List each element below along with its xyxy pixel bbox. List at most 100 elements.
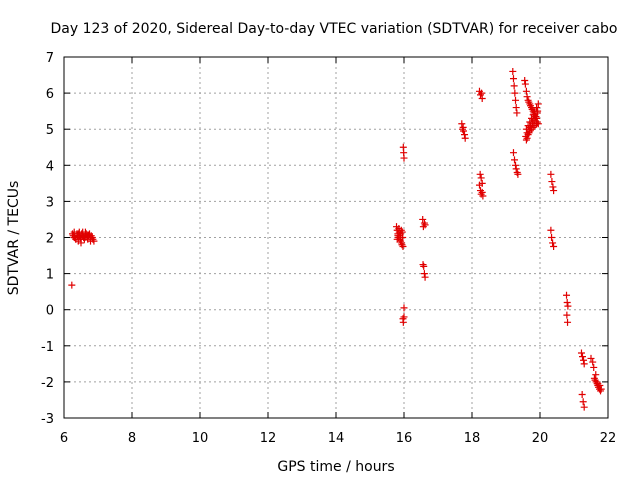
grid	[64, 57, 608, 418]
data-point	[525, 129, 533, 137]
data-point	[587, 354, 595, 362]
data-point	[419, 223, 427, 231]
x-tick-label: 20	[532, 431, 549, 446]
data-point	[478, 95, 486, 103]
x-tick-label: 8	[128, 431, 136, 446]
y-tick-label: 7	[46, 51, 54, 66]
data-point	[564, 318, 572, 326]
data-point	[549, 239, 557, 247]
data-point	[533, 104, 541, 112]
data-point	[548, 178, 556, 186]
data-point	[477, 174, 485, 182]
x-axis-label: GPS time / hours	[277, 459, 394, 475]
data-point	[476, 170, 484, 178]
data-point	[400, 154, 408, 162]
data-point	[461, 131, 469, 139]
data-point	[522, 87, 530, 95]
data-point	[461, 134, 469, 142]
y-tick-label: 2	[46, 232, 54, 247]
data-point	[398, 239, 406, 247]
x-tick-label: 16	[396, 431, 413, 446]
data-point	[477, 91, 484, 99]
y-tick-label: 1	[46, 268, 54, 283]
data-point	[563, 311, 571, 319]
data-point	[420, 270, 428, 278]
data-point	[589, 358, 597, 366]
y-tick-label: 4	[46, 159, 54, 174]
data-point	[90, 237, 98, 245]
chart-title: Day 123 of 2020, Sidereal Day-to-day VTE…	[51, 21, 618, 37]
data-point	[478, 89, 486, 97]
data-point	[400, 313, 408, 321]
data-point	[526, 123, 534, 131]
data-point	[529, 120, 537, 128]
data-point	[75, 232, 83, 240]
data-point	[513, 109, 521, 117]
data-point	[564, 302, 572, 310]
data-point	[512, 161, 520, 169]
data-point	[511, 156, 518, 164]
y-tick-label: 0	[46, 304, 54, 319]
x-tick-label: 10	[192, 431, 209, 446]
data-point	[550, 187, 558, 195]
data-point	[597, 385, 605, 393]
y-tick-label: 6	[46, 87, 54, 102]
data-point	[522, 125, 530, 133]
data-point	[522, 136, 530, 144]
data-point	[421, 221, 429, 229]
data-point	[580, 360, 588, 368]
data-point	[399, 243, 407, 251]
data-point	[530, 116, 538, 124]
data-point	[400, 304, 408, 312]
data-point	[419, 215, 427, 223]
data-point	[478, 188, 486, 196]
data-point	[475, 181, 483, 189]
data-point	[521, 80, 529, 88]
data-point	[509, 149, 517, 157]
data-point	[514, 170, 522, 178]
data-point	[511, 89, 519, 97]
y-tick-label: 5	[46, 123, 54, 138]
data-point	[563, 291, 571, 299]
data-point	[512, 96, 520, 104]
data-point	[512, 165, 520, 173]
data-point	[396, 235, 404, 243]
data-point	[395, 224, 403, 232]
data-point	[534, 100, 542, 108]
data-point	[394, 232, 402, 240]
x-tick-label: 12	[260, 431, 277, 446]
data-point	[419, 261, 427, 269]
data-point	[458, 120, 466, 128]
data-point	[548, 234, 556, 241]
data-point	[510, 82, 518, 90]
data-point	[523, 93, 531, 101]
data-point	[533, 109, 541, 117]
data-point	[420, 219, 428, 227]
x-tick-label: 6	[60, 431, 68, 446]
data-point	[459, 123, 467, 131]
data-point	[549, 183, 557, 191]
data-point	[523, 134, 531, 142]
data-point	[590, 363, 598, 371]
data-point	[398, 228, 406, 236]
x-tick-label: 18	[464, 431, 481, 446]
data-point	[509, 75, 517, 83]
data-point	[521, 76, 529, 84]
data-point	[86, 234, 94, 241]
data-point	[477, 190, 485, 198]
data-point	[577, 349, 585, 357]
data-point	[80, 234, 88, 241]
y-tick-label: 3	[46, 195, 54, 210]
data-point	[596, 382, 604, 390]
data-point	[579, 398, 587, 406]
data-point	[563, 298, 571, 306]
data-point	[420, 262, 428, 270]
data-point	[532, 113, 540, 121]
y-axis-label: SDTVAR / TECUs	[6, 181, 22, 296]
data-point	[580, 403, 588, 411]
x-tick-label: 14	[328, 431, 345, 446]
data-point	[513, 169, 521, 177]
y-tick-label: -3	[41, 412, 54, 427]
